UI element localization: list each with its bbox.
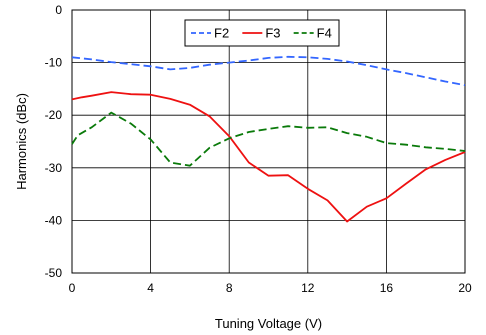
- x-tick-label: 12: [301, 281, 315, 295]
- series-line-f4: [71, 111, 466, 167]
- y-tick-label: 0: [55, 3, 62, 17]
- y-axis-label: Harmonics (dBc): [14, 93, 29, 190]
- y-tick-labels: 0 -10 -20 -30 -40 -50: [45, 3, 63, 280]
- series-layer: [71, 55, 466, 223]
- x-tick-labels: 0 4 8 12 16 20: [69, 281, 472, 295]
- plot-area: [71, 9, 466, 274]
- x-tick-label: 0: [69, 281, 76, 295]
- y-tick-label: -40: [45, 213, 63, 227]
- legend-label-f3: F3: [265, 26, 280, 41]
- x-tick-label: 16: [380, 281, 394, 295]
- grid-lines: [71, 9, 466, 274]
- y-tick-label: -20: [45, 108, 63, 122]
- x-tick-label: 8: [226, 281, 233, 295]
- y-tick-label: -10: [45, 56, 63, 70]
- x-tick-label: 20: [458, 281, 472, 295]
- legend-label-f2: F2: [214, 26, 229, 41]
- series-line-f3: [71, 91, 466, 223]
- legend: F2 F3 F4: [184, 19, 340, 47]
- series-line-f2: [71, 55, 466, 87]
- y-tick-label: -30: [45, 161, 63, 175]
- x-axis-label: Tuning Voltage (V): [215, 316, 322, 331]
- y-tick-label: -50: [45, 266, 63, 280]
- legend-label-f4: F4: [317, 26, 332, 41]
- x-tick-label: 4: [147, 281, 154, 295]
